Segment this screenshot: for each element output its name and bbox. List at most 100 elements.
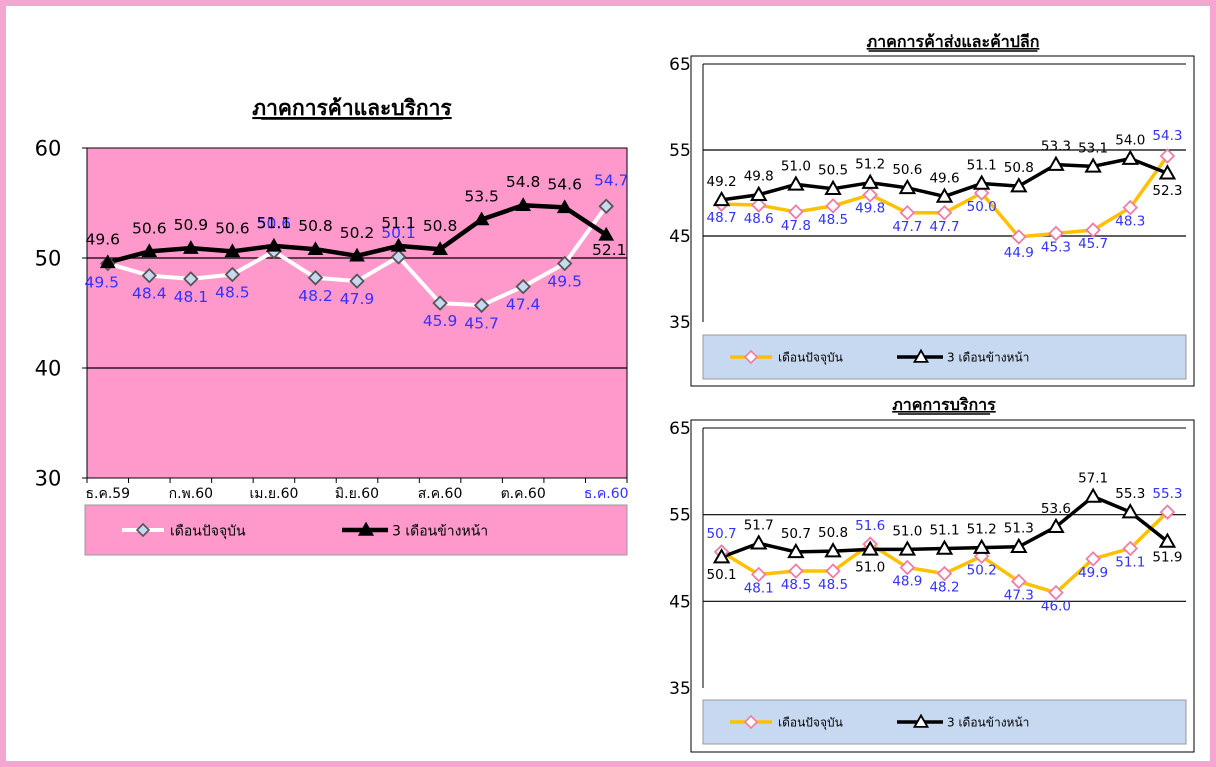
marker-actual [899,559,916,576]
marker-actual [862,186,878,203]
y-tick-label: 35 [669,679,691,699]
data-label-expect: 52.3 [1152,183,1182,199]
data-label-expect: 52.1 [592,241,627,259]
data-label-actual: 50.2 [967,562,997,578]
data-label-actual: 46.0 [1041,599,1071,615]
data-label-actual: 48.5 [818,577,848,593]
marker-actual [1122,199,1139,216]
data-label-expect: 50.7 [781,526,811,542]
data-label-actual: 50.6 [257,214,292,232]
data-label-expect: 53.5 [464,188,499,206]
data-label-actual: 45.9 [423,312,458,330]
y-tick-label: 45 [669,592,691,612]
marker-actual [788,563,804,579]
data-label-expect: 57.1 [1078,470,1108,486]
y-tick-label: 35 [669,313,691,333]
data-label-actual: 51.1 [1115,554,1145,570]
legend: เดือนปัจจุบัน 3 เดือนข้างหน้า [84,504,628,556]
x-tick-label: มิ.ย.60 [335,486,379,502]
marker-actual [141,267,158,284]
data-label-expect: 50.2 [340,224,375,242]
marker-actual [183,271,199,287]
data-label-expect: 51.7 [744,517,774,533]
marker-actual [1048,584,1064,601]
marker-expect [972,538,991,554]
data-label-actual: 48.4 [132,285,167,303]
marker-expect [1084,157,1102,173]
marker-actual [307,270,324,286]
data-label-actual: 47.7 [929,219,959,235]
data-label-expect: 51.2 [967,522,997,538]
marker-expect [1047,155,1065,171]
data-label-actual: 47.4 [506,296,541,314]
data-label-expect: 51.1 [929,522,959,538]
data-label-actual: 47.3 [1004,587,1034,603]
marker-expect [99,254,116,269]
data-label-expect: 53.1 [1078,140,1108,156]
marker-expect [1084,487,1102,503]
x-tick-label: ธ.ค.60 [584,486,629,502]
marker-expect [141,243,158,258]
marker-actual [1011,573,1027,590]
marker-actual [899,205,916,221]
marker-expect [1121,149,1139,165]
data-label-expect: 54.0 [1115,133,1145,149]
data-label-expect: 50.6 [892,162,922,178]
marker-actual [788,204,804,220]
marker-actual [349,273,365,289]
marker-expect [898,540,917,556]
data-label-actual: 48.2 [929,580,959,596]
data-label-actual: 47.8 [781,218,811,234]
chart-title: ภาคการค้าและบริการ [252,96,452,120]
data-label-actual: 51.6 [855,518,885,534]
data-label-expect: 49.8 [744,169,774,185]
chart-title: ภาคการค้าส่งและค้าปลีก [867,32,1040,51]
marker-expect [224,243,241,258]
marker-actual [825,198,841,214]
service-chart: ภาคการบริการ 35 45 55 65 50.7 48.1 48.5 48.5 51.6… [669,395,1195,753]
data-label-actual: 44.9 [1004,245,1034,261]
marker-expect [750,534,768,550]
marker-expect [898,178,917,195]
data-label-actual: 48.6 [744,211,774,227]
chart-title: ภาคการบริการ [892,395,996,414]
y-tick-label: 60 [35,136,62,160]
marker-expect [1121,503,1139,519]
data-label-actual: 50.0 [967,199,997,215]
data-label-actual: 48.5 [818,212,848,228]
y-tick-label: 55 [669,141,691,161]
marker-actual [750,566,767,583]
data-label-expect: 51.0 [781,158,811,174]
legend-label-actual: เดือนปัจจุบัน [170,523,246,539]
legend-label-expect: 3 เดือนข้างหน้า [947,716,1029,730]
marker-actual [1085,222,1101,238]
marker-expect [935,187,954,203]
legend-marker-expect [357,521,375,536]
marker-expect [1158,164,1177,180]
marker-expect [1010,537,1028,553]
marker-expect [861,173,879,189]
data-label-actual: 49.9 [1078,565,1108,581]
marker-expect [712,190,731,207]
marker-actual [936,565,953,582]
y-tick-label: 65 [669,55,691,75]
data-label-expect: 50.8 [423,217,458,235]
data-label-expect: 51.9 [1152,550,1182,566]
marker-actual [1011,229,1027,245]
marker-expect [972,174,991,190]
marker-expect [1158,532,1177,548]
marker-expect [307,241,324,255]
marker-actual [1048,225,1064,242]
data-label-actual: 48.9 [892,574,922,590]
data-label-actual: 50.1 [381,224,416,242]
marker-expect [473,211,490,226]
trade-chart: ภาคการค้าส่งและค้าปลีก 35 45 55 65 48.7 48.6 47… [669,32,1195,387]
plot-area [86,147,628,479]
data-label-actual: 47.9 [340,290,375,308]
legend-marker-actual [743,714,759,730]
marker-expect [390,237,407,252]
data-label-actual: 48.1 [744,580,774,596]
data-label-expect: 54.6 [547,175,582,193]
legend-marker-expect [912,713,930,728]
